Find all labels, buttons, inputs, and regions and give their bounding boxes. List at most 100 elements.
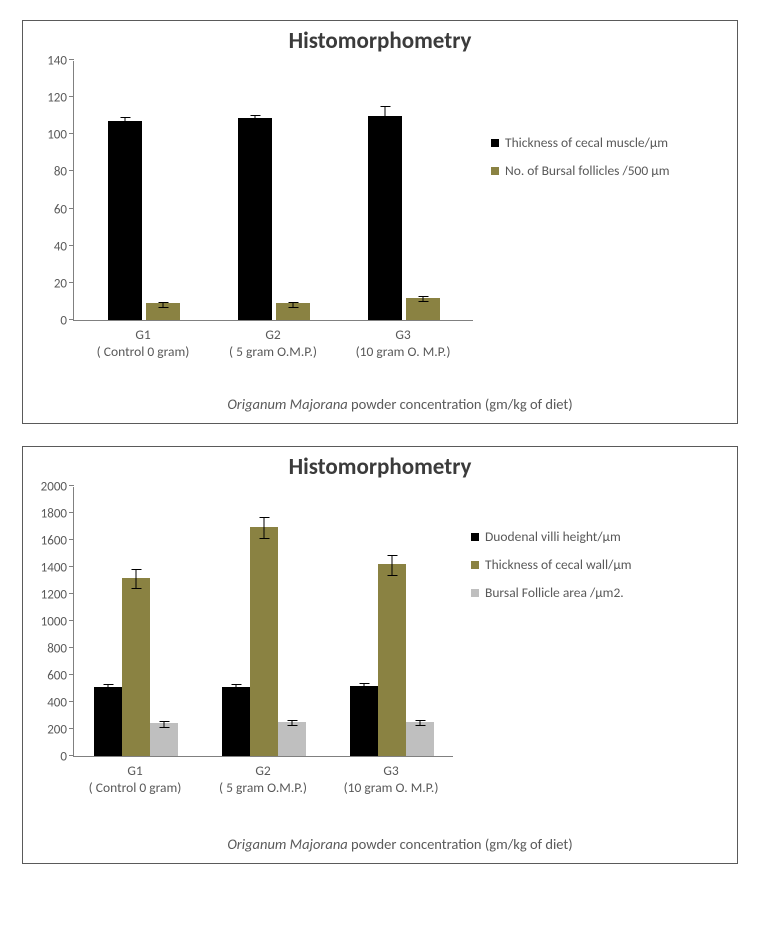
error-bar: [423, 296, 424, 302]
chart2-plot-wrap: G1( Control 0 gram)G2( 5 gram O.M.P.)G3(…: [73, 487, 453, 757]
legend-item: Thickness of cecal wall/μm: [471, 557, 693, 573]
y-tick-label: 0: [60, 314, 67, 329]
x-cat-name: G2: [219, 763, 307, 780]
bar: [222, 687, 250, 756]
y-tick-label: 1800: [41, 507, 67, 522]
legend-label: Duodenal villi height/μm: [485, 529, 621, 545]
chart2-y-axis: 0200400600800100012001400160018002000: [27, 487, 73, 757]
chart1-title: Histomorphometry: [23, 27, 737, 55]
y-tick-label: 200: [47, 723, 67, 738]
x-cat-sub: ( Control 0 gram): [97, 344, 190, 361]
x-cat-name: G1: [89, 763, 182, 780]
y-tick-mark: [69, 728, 74, 729]
y-tick-label: 140: [47, 54, 67, 69]
chart2-xlabel-rest: powder concentration (gm/kg of diet): [348, 835, 573, 853]
y-tick-label: 400: [47, 696, 67, 711]
bar: [350, 686, 378, 756]
x-cat-sub: ( 5 gram O.M.P.): [219, 780, 307, 797]
y-tick-mark: [69, 319, 74, 320]
chart2-legend: Duodenal villi height/μm Thickness of cec…: [453, 487, 693, 757]
y-tick-mark: [69, 208, 74, 209]
y-tick-label: 1200: [41, 588, 67, 603]
legend-item: Bursal Follicle area /μm2.: [471, 585, 693, 601]
legend-swatch: [491, 167, 499, 175]
page-root: Histomorphometry 020406080100120140 G1( …: [0, 0, 760, 916]
chart1-xlabel-italic: Origanum Majorana: [227, 395, 347, 413]
y-tick-mark: [69, 647, 74, 648]
bar: [238, 118, 272, 320]
x-category-label: G2( 5 gram O.M.P.): [229, 327, 317, 361]
error-bar: [385, 106, 386, 128]
bar: [250, 527, 278, 757]
legend-swatch: [491, 139, 499, 147]
legend-item: Duodenal villi height/μm: [471, 529, 693, 545]
error-bar: [292, 720, 293, 725]
bar: [122, 578, 150, 756]
x-cat-sub: ( 5 gram O.M.P.): [229, 344, 317, 361]
y-tick-mark: [69, 485, 74, 486]
legend-item: No. of Bursal follicles /500 μm: [491, 163, 703, 179]
y-tick-mark: [69, 59, 74, 60]
y-tick-mark: [69, 674, 74, 675]
legend-swatch: [471, 589, 479, 597]
y-tick-label: 1400: [41, 561, 67, 576]
x-category-label: G1( Control 0 gram): [97, 327, 190, 361]
y-tick-mark: [69, 593, 74, 594]
chart2-title: Histomorphometry: [23, 453, 737, 481]
x-cat-name: G2: [229, 327, 317, 344]
bar: [378, 564, 406, 756]
error-bar: [392, 555, 393, 575]
y-tick-label: 0: [60, 750, 67, 765]
y-tick-label: 100: [47, 128, 67, 143]
error-bar: [255, 115, 256, 122]
chart2-plot: [73, 487, 453, 757]
error-bar: [364, 683, 365, 691]
legend-label: Bursal Follicle area /μm2.: [485, 585, 624, 601]
chart2-x-axis-label: Origanum Majorana powder concentration (…: [73, 835, 727, 853]
y-tick-mark: [69, 539, 74, 540]
y-tick-mark: [69, 701, 74, 702]
y-tick-mark: [69, 133, 74, 134]
y-tick-label: 600: [47, 669, 67, 684]
legend-swatch: [471, 561, 479, 569]
chart-panel-1: Histomorphometry 020406080100120140 G1( …: [22, 20, 738, 424]
error-bar: [420, 720, 421, 725]
y-tick-label: 40: [54, 239, 67, 254]
x-cat-sub: (10 gram O. M.P.): [344, 780, 439, 797]
y-tick-mark: [69, 512, 74, 513]
x-cat-name: G3: [356, 327, 451, 344]
legend-item: Thickness of cecal muscle/μm: [491, 135, 703, 151]
x-cat-sub: ( Control 0 gram): [89, 780, 182, 797]
y-tick-mark: [69, 566, 74, 567]
y-tick-mark: [69, 96, 74, 97]
error-bar: [136, 569, 137, 588]
y-tick-mark: [69, 245, 74, 246]
x-cat-name: G1: [97, 327, 190, 344]
bar: [150, 723, 178, 756]
y-tick-label: 2000: [41, 480, 67, 495]
chart1-body: 020406080100120140 G1( Control 0 gram)G2…: [27, 61, 737, 321]
error-bar: [236, 684, 237, 692]
y-tick-label: 1600: [41, 534, 67, 549]
x-category-label: G1( Control 0 gram): [89, 763, 182, 797]
y-tick-mark: [69, 170, 74, 171]
chart1-xlabel-rest: powder concentration (gm/kg of diet): [348, 395, 573, 413]
legend-label: No. of Bursal follicles /500 μm: [505, 163, 670, 179]
x-category-label: G2( 5 gram O.M.P.): [219, 763, 307, 797]
chart1-y-axis: 020406080100120140: [27, 61, 73, 321]
y-tick-label: 80: [54, 165, 67, 180]
bar: [278, 722, 306, 756]
error-bar: [108, 684, 109, 692]
chart2-body: 0200400600800100012001400160018002000 G1…: [27, 487, 737, 757]
error-bar: [264, 517, 265, 539]
chart1-plot: [73, 61, 473, 321]
legend-label: Thickness of cecal muscle/μm: [505, 135, 668, 151]
x-cat-sub: (10 gram O. M.P.): [356, 344, 451, 361]
y-tick-label: 60: [54, 202, 67, 217]
chart1-x-axis-label: Origanum Majorana powder concentration (…: [73, 395, 727, 413]
legend-label: Thickness of cecal wall/μm: [485, 557, 632, 573]
bar: [94, 687, 122, 756]
bar: [406, 722, 434, 756]
bar: [368, 116, 402, 320]
error-bar: [293, 302, 294, 308]
